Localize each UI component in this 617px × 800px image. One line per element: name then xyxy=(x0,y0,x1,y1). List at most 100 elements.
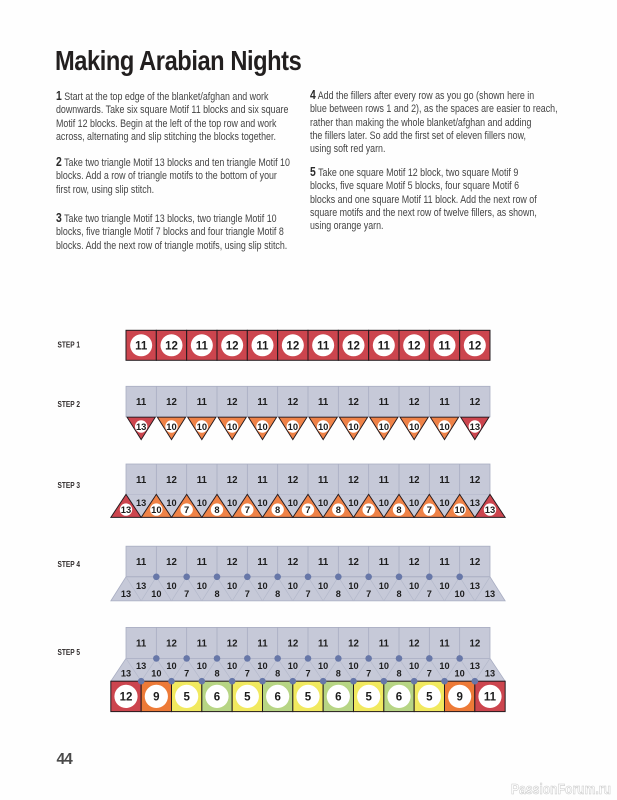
svg-text:6: 6 xyxy=(335,692,341,704)
svg-text:11: 11 xyxy=(318,639,329,650)
svg-text:8: 8 xyxy=(336,589,341,599)
svg-text:10: 10 xyxy=(197,581,207,591)
svg-text:STEP 4: STEP 4 xyxy=(58,560,81,569)
svg-text:13: 13 xyxy=(470,661,480,671)
svg-text:12: 12 xyxy=(227,397,238,408)
svg-text:12: 12 xyxy=(469,475,480,486)
svg-text:12: 12 xyxy=(166,557,177,568)
svg-text:7: 7 xyxy=(245,589,250,599)
svg-text:11: 11 xyxy=(257,475,268,486)
svg-text:10: 10 xyxy=(455,589,465,599)
svg-text:11: 11 xyxy=(317,340,330,352)
svg-text:12: 12 xyxy=(166,397,177,408)
svg-text:5: 5 xyxy=(244,692,251,704)
svg-text:10: 10 xyxy=(318,498,328,508)
svg-text:10: 10 xyxy=(288,421,298,432)
svg-text:12: 12 xyxy=(227,475,238,486)
svg-text:8: 8 xyxy=(396,668,401,678)
svg-text:7: 7 xyxy=(184,589,189,599)
svg-text:STEP 3: STEP 3 xyxy=(58,481,81,490)
svg-text:5: 5 xyxy=(305,692,312,704)
svg-text:11: 11 xyxy=(318,557,329,568)
svg-text:13: 13 xyxy=(485,504,495,515)
svg-text:5: 5 xyxy=(365,692,372,704)
svg-text:11: 11 xyxy=(379,475,390,486)
svg-text:10: 10 xyxy=(257,498,267,508)
svg-text:12: 12 xyxy=(469,397,480,408)
svg-text:STEP 2: STEP 2 xyxy=(58,400,81,409)
svg-text:8: 8 xyxy=(275,589,280,599)
svg-text:11: 11 xyxy=(378,340,391,352)
svg-text:8: 8 xyxy=(275,504,280,515)
svg-text:12: 12 xyxy=(348,639,359,650)
svg-text:6: 6 xyxy=(214,692,220,704)
svg-text:10: 10 xyxy=(455,668,465,678)
svg-text:5: 5 xyxy=(183,692,190,704)
svg-text:10: 10 xyxy=(379,421,389,432)
svg-text:7: 7 xyxy=(305,504,310,515)
svg-text:10: 10 xyxy=(288,661,298,671)
svg-text:13: 13 xyxy=(136,661,146,671)
svg-text:11: 11 xyxy=(439,557,450,568)
svg-text:11: 11 xyxy=(257,557,268,568)
svg-text:11: 11 xyxy=(136,397,147,408)
svg-text:10: 10 xyxy=(257,661,267,671)
svg-text:12: 12 xyxy=(120,692,133,704)
svg-text:10: 10 xyxy=(409,581,419,591)
svg-text:12: 12 xyxy=(348,397,359,408)
svg-text:10: 10 xyxy=(439,661,449,671)
svg-text:8: 8 xyxy=(396,589,401,599)
svg-text:7: 7 xyxy=(184,504,189,515)
svg-text:11: 11 xyxy=(439,397,450,408)
svg-text:12: 12 xyxy=(348,475,359,486)
svg-text:12: 12 xyxy=(468,340,481,352)
svg-text:12: 12 xyxy=(227,557,238,568)
svg-text:13: 13 xyxy=(121,589,131,599)
svg-text:10: 10 xyxy=(454,504,464,515)
svg-text:11: 11 xyxy=(256,340,269,352)
svg-text:13: 13 xyxy=(470,581,480,591)
svg-text:9: 9 xyxy=(456,692,462,704)
svg-text:11: 11 xyxy=(136,557,147,568)
svg-text:13: 13 xyxy=(485,668,495,678)
svg-text:10: 10 xyxy=(318,661,328,671)
svg-text:7: 7 xyxy=(366,504,371,515)
svg-text:10: 10 xyxy=(379,581,389,591)
svg-text:12: 12 xyxy=(166,639,177,650)
svg-text:12: 12 xyxy=(226,340,239,352)
svg-text:10: 10 xyxy=(379,661,389,671)
svg-text:12: 12 xyxy=(287,557,298,568)
svg-text:10: 10 xyxy=(288,498,298,508)
svg-text:10: 10 xyxy=(257,421,267,432)
svg-text:10: 10 xyxy=(151,589,161,599)
svg-text:10: 10 xyxy=(151,504,161,515)
svg-text:11: 11 xyxy=(484,692,497,704)
svg-text:13: 13 xyxy=(136,498,146,508)
svg-text:10: 10 xyxy=(166,421,176,432)
svg-text:10: 10 xyxy=(257,581,267,591)
svg-text:8: 8 xyxy=(275,668,280,678)
svg-text:11: 11 xyxy=(439,639,450,650)
svg-text:11: 11 xyxy=(197,475,208,486)
svg-text:5: 5 xyxy=(426,692,433,704)
svg-text:11: 11 xyxy=(197,557,208,568)
svg-text:11: 11 xyxy=(318,397,329,408)
svg-text:13: 13 xyxy=(470,421,480,432)
svg-text:STEP 1: STEP 1 xyxy=(58,341,81,350)
svg-text:10: 10 xyxy=(197,661,207,671)
svg-text:12: 12 xyxy=(469,557,480,568)
svg-text:12: 12 xyxy=(348,557,359,568)
svg-text:10: 10 xyxy=(227,581,237,591)
svg-text:10: 10 xyxy=(409,661,419,671)
svg-text:13: 13 xyxy=(470,498,480,508)
svg-text:10: 10 xyxy=(318,421,328,432)
svg-text:11: 11 xyxy=(136,639,147,650)
svg-text:7: 7 xyxy=(366,589,371,599)
svg-text:10: 10 xyxy=(227,421,237,432)
svg-text:9: 9 xyxy=(153,692,159,704)
svg-text:11: 11 xyxy=(197,639,208,650)
svg-text:10: 10 xyxy=(288,581,298,591)
svg-text:11: 11 xyxy=(318,475,329,486)
svg-text:11: 11 xyxy=(136,475,147,486)
svg-text:10: 10 xyxy=(439,581,449,591)
